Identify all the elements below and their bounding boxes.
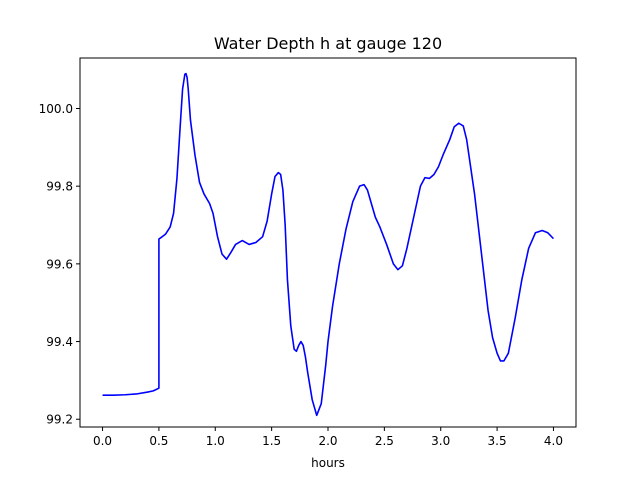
x-tick-label: 1.0 (206, 434, 225, 448)
y-tick-label: 99.4 (46, 335, 73, 349)
y-axis: 99.2 99.4 99.6 99.8 100.0 (39, 102, 80, 427)
series-line-0 (102, 72, 555, 417)
x-tick-label: 2.0 (318, 434, 337, 448)
plot-frame (79, 57, 577, 428)
x-tick-label: 3.5 (488, 434, 507, 448)
x-tick-label: 3.0 (431, 434, 450, 448)
y-tick-label: 99.2 (46, 413, 73, 427)
x-axis-label: hours (311, 456, 345, 470)
chart-title: Water Depth h at gauge 120 (214, 34, 442, 53)
x-tick-label: 1.5 (262, 434, 281, 448)
y-tick-label: 100.0 (39, 102, 73, 116)
x-tick-label: 0.0 (93, 434, 112, 448)
x-tick-label: 4.0 (544, 434, 563, 448)
series-line-group (102, 72, 555, 417)
y-tick-label: 99.8 (46, 180, 73, 194)
x-tick-label: 0.5 (149, 434, 168, 448)
x-axis: 0.0 0.5 1.0 1.5 2.0 2.5 3.0 3.5 4.0 (93, 427, 563, 448)
x-tick-label: 2.5 (375, 434, 394, 448)
y-tick-label: 99.6 (46, 257, 73, 271)
